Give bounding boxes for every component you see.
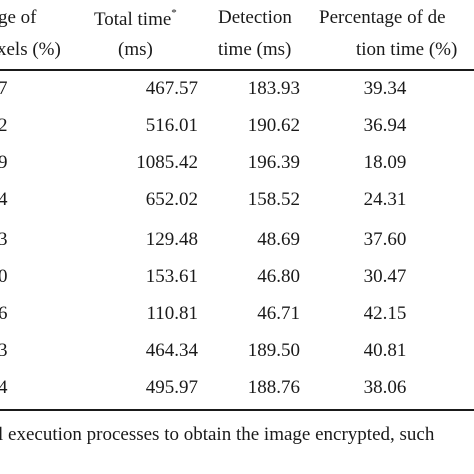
cell-col1: 3 <box>0 340 8 361</box>
cell-percentage: 24.31 <box>363 189 407 210</box>
cell-detection-time: 48.69 <box>257 229 300 250</box>
cell-percentage: 37.60 <box>363 229 407 250</box>
cell-detection-time: 196.39 <box>247 152 300 173</box>
header-col3-line1: Detection <box>218 7 292 28</box>
header-col4-line2: tion time (%) <box>356 39 458 60</box>
cell-percentage: 40.81 <box>363 340 407 361</box>
cell-total-time: 652.02 <box>145 189 198 210</box>
cell-total-time: 495.97 <box>145 377 198 398</box>
cell-col1: 3 <box>0 229 8 250</box>
cell-total-time: 1085.42 <box>136 152 198 173</box>
header-rule <box>0 69 474 71</box>
cell-percentage: 38.06 <box>363 377 407 398</box>
cell-total-time: 516.01 <box>145 115 198 136</box>
cell-total-time: 467.57 <box>145 78 198 99</box>
cell-percentage: 39.34 <box>363 78 407 99</box>
header-col1-line2: xels (%) <box>0 39 61 60</box>
cell-col1: 9 <box>0 152 8 173</box>
cell-detection-time: 190.62 <box>247 115 300 136</box>
header-col2-line1: Total time* <box>94 7 177 30</box>
bottom-rule <box>0 409 474 411</box>
footnote-marker: * <box>171 7 177 19</box>
cell-total-time: 129.48 <box>145 229 198 250</box>
cell-col1: 4 <box>0 189 8 210</box>
cell-percentage: 18.09 <box>363 152 407 173</box>
cell-percentage: 30.47 <box>363 266 407 287</box>
header-col1-line1: ge of <box>0 7 37 28</box>
cell-detection-time: 189.50 <box>247 340 300 361</box>
cell-detection-time: 188.76 <box>247 377 300 398</box>
cell-percentage: 36.94 <box>363 115 407 136</box>
cell-col1: 2 <box>0 115 8 136</box>
cell-detection-time: 158.52 <box>247 189 300 210</box>
cell-total-time: 110.81 <box>146 303 198 324</box>
header-col2-line2: (ms) <box>118 39 153 60</box>
cell-detection-time: 183.93 <box>247 78 300 99</box>
table-footnote: l execution processes to obtain the imag… <box>0 424 435 445</box>
cell-col1: 6 <box>0 303 8 324</box>
cell-col1: 7 <box>0 78 8 99</box>
cell-percentage: 42.15 <box>363 303 407 324</box>
cell-col1: 0 <box>0 266 8 287</box>
cell-detection-time: 46.80 <box>257 266 300 287</box>
cell-total-time: 464.34 <box>145 340 198 361</box>
header-col3-line2: time (ms) <box>218 39 292 60</box>
cell-col1: 4 <box>0 377 8 398</box>
header-col2-text: Total time <box>94 9 172 30</box>
header-col4-line1: Percentage of de <box>319 7 446 28</box>
cell-detection-time: 46.71 <box>257 303 300 324</box>
cell-total-time: 153.61 <box>145 266 198 287</box>
